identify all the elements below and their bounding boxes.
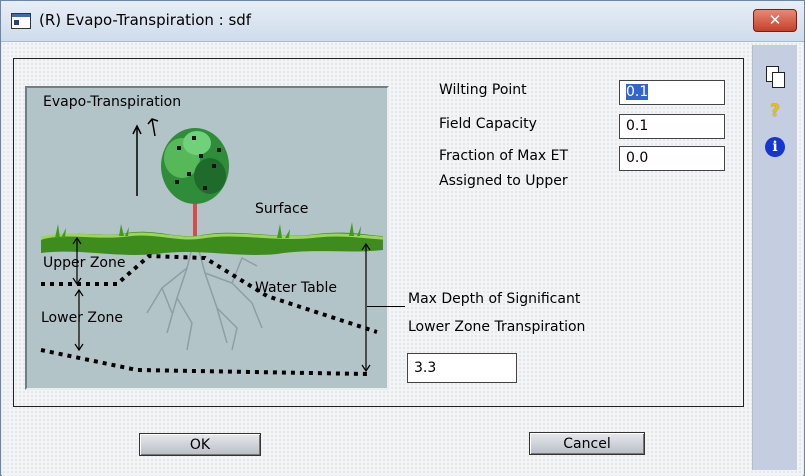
app-icon bbox=[11, 13, 31, 29]
label-lower-zone: Lower Zone bbox=[41, 310, 124, 326]
wilting-point-label: Wilting Point bbox=[439, 82, 527, 98]
label-evapo-transpiration: Evapo-Transpiration bbox=[43, 94, 182, 110]
info-icon[interactable]: i bbox=[763, 137, 787, 161]
content-panel bbox=[13, 58, 744, 407]
close-button[interactable]: ✕ bbox=[753, 9, 797, 32]
window-title: (R) Evapo-Transpiration : sdf bbox=[39, 11, 252, 29]
field-capacity-input[interactable]: 0.1 bbox=[619, 114, 725, 139]
help-icon[interactable]: ? bbox=[770, 101, 780, 121]
fraction-max-et-input[interactable]: 0.0 bbox=[619, 146, 725, 171]
fraction-max-et-label-line1: Fraction of Max ET bbox=[439, 148, 569, 164]
label-upper-zone: Upper Zone bbox=[43, 255, 126, 271]
field-capacity-label: Field Capacity bbox=[439, 116, 537, 132]
evapotranspiration-diagram: Evapo-Transpiration Surface Upper Zone W… bbox=[25, 86, 389, 390]
wilting-point-input[interactable]: 0.1 bbox=[619, 80, 725, 105]
fraction-max-et-label-line2: Assigned to Upper bbox=[439, 173, 568, 189]
copy-icon[interactable] bbox=[763, 65, 787, 89]
tree-canopy bbox=[161, 128, 229, 204]
label-water-table: Water Table bbox=[255, 280, 338, 296]
max-depth-input[interactable]: 3.3 bbox=[407, 353, 517, 383]
max-depth-label-line2: Lower Zone Transpiration bbox=[408, 319, 586, 335]
depth-leader-line bbox=[367, 306, 405, 307]
wilting-point-value: 0.1 bbox=[626, 84, 649, 100]
cancel-button[interactable]: Cancel bbox=[529, 432, 645, 455]
max-depth-label-line1: Max Depth of Significant bbox=[408, 291, 581, 307]
label-surface: Surface bbox=[255, 201, 309, 217]
ok-button[interactable]: OK bbox=[139, 433, 261, 456]
tree-roots bbox=[146, 235, 263, 351]
title-bar[interactable]: (R) Evapo-Transpiration : sdf ✕ bbox=[1, 1, 804, 42]
info-glyph: i bbox=[765, 137, 785, 157]
diagram-graphic bbox=[40, 118, 384, 376]
side-toolbar: ? i bbox=[752, 45, 797, 470]
